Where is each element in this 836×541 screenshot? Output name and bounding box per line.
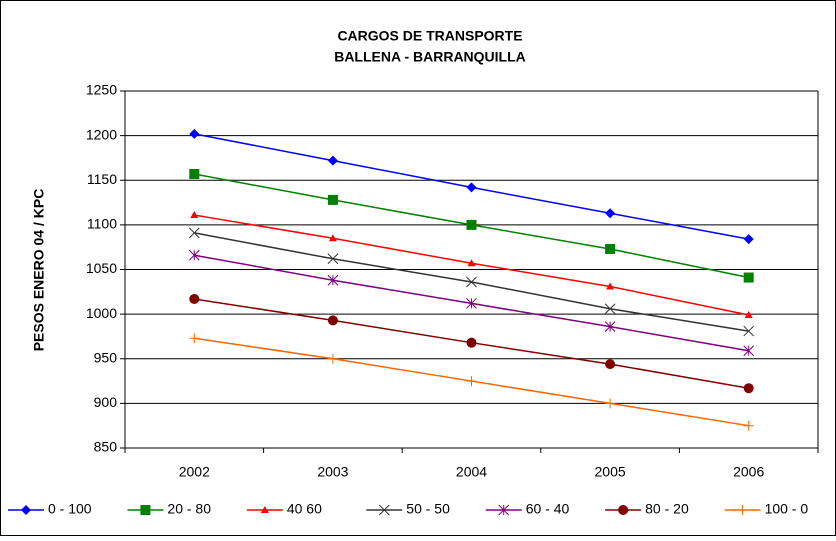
y-tick-label: 1000 <box>86 305 117 321</box>
marker <box>189 293 200 304</box>
legend-label: 100 - 0 <box>765 501 809 517</box>
marker <box>743 345 755 357</box>
marker <box>605 243 616 254</box>
marker <box>327 274 339 286</box>
legend-label: 40 60 <box>287 501 322 517</box>
y-tick-label: 1100 <box>87 216 117 232</box>
marker <box>743 325 755 337</box>
marker <box>467 259 476 267</box>
marker <box>605 398 616 409</box>
marker <box>737 505 748 515</box>
legend-label: 60 - 40 <box>526 501 570 517</box>
marker <box>189 333 200 344</box>
marker <box>328 234 337 242</box>
marker <box>466 182 477 193</box>
marker <box>260 506 269 513</box>
legend-label: 0 - 100 <box>48 501 92 517</box>
y-tick-label: 1250 <box>86 82 117 98</box>
marker <box>327 253 339 265</box>
marker <box>743 272 754 283</box>
y-tick-label: 1200 <box>86 126 117 142</box>
chart-title: CARGOS DE TRANSPORTE <box>337 28 522 44</box>
marker <box>21 505 31 515</box>
marker <box>189 169 200 180</box>
x-tick-label: 2004 <box>456 464 487 480</box>
y-tick-label: 850 <box>94 439 118 455</box>
y-tick-label: 900 <box>94 394 118 410</box>
y-tick-label: 950 <box>94 349 118 365</box>
marker <box>604 321 616 332</box>
marker <box>188 249 200 261</box>
marker <box>605 359 616 370</box>
chart-subtitle: BALLENA - BARRANQUILLA <box>334 49 526 65</box>
marker <box>466 298 477 309</box>
legend-label: 80 - 20 <box>645 501 689 517</box>
marker <box>466 337 477 348</box>
x-tick-label: 2002 <box>179 464 210 480</box>
x-tick-label: 2003 <box>317 464 348 480</box>
marker <box>618 505 629 515</box>
marker <box>327 155 338 166</box>
x-tick-label: 2006 <box>733 464 764 480</box>
marker <box>190 211 199 219</box>
marker <box>605 208 616 219</box>
marker <box>466 276 477 288</box>
marker <box>188 227 200 239</box>
y-axis-label: PESOS ENERO 04 / KPC <box>31 189 47 352</box>
marker <box>604 303 616 315</box>
marker <box>744 311 753 319</box>
marker <box>743 383 754 394</box>
marker <box>498 504 510 516</box>
marker <box>466 376 477 387</box>
marker <box>378 504 390 516</box>
y-tick-label: 1150 <box>87 171 117 187</box>
marker <box>327 353 338 364</box>
legend-label: 50 - 50 <box>406 501 450 517</box>
marker <box>327 194 338 205</box>
marker <box>327 315 338 326</box>
x-tick-label: 2005 <box>595 464 626 480</box>
marker <box>606 282 615 290</box>
marker <box>466 219 477 230</box>
marker <box>743 420 754 431</box>
marker <box>743 234 754 245</box>
marker <box>189 128 200 139</box>
y-tick-label: 1050 <box>86 260 117 276</box>
legend-label: 20 - 80 <box>167 501 211 517</box>
marker <box>140 505 151 515</box>
